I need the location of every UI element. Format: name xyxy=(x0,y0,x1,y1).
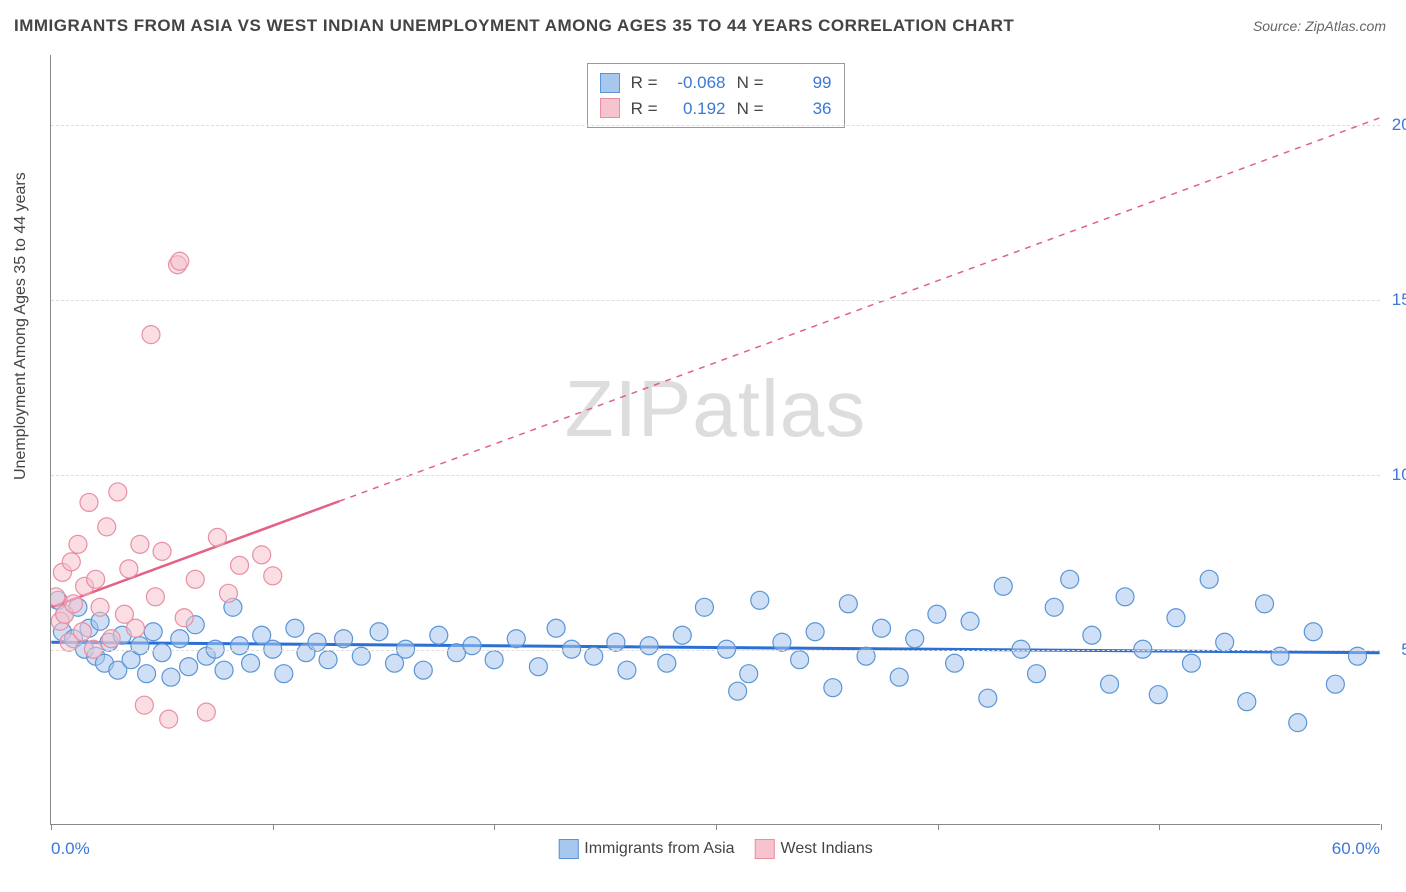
stat-n-value-a: 99 xyxy=(772,70,832,96)
watermark: ZIPatlas xyxy=(565,363,866,455)
gridline xyxy=(51,125,1380,126)
gridline xyxy=(51,475,1380,476)
x-axis-max-label: 60.0% xyxy=(1332,839,1380,859)
x-tick xyxy=(273,824,274,830)
watermark-thin: atlas xyxy=(692,364,866,453)
x-tick xyxy=(938,824,939,830)
legend-swatch-b xyxy=(755,839,775,859)
y-tick-label: 15.0% xyxy=(1392,290,1406,310)
x-tick xyxy=(1381,824,1382,830)
legend-item-b: West Indians xyxy=(755,839,873,859)
swatch-series-a xyxy=(600,73,620,93)
stats-row-series-a: R = -0.068 N = 99 xyxy=(600,70,832,96)
x-tick xyxy=(494,824,495,830)
y-axis-label: Unemployment Among Ages 35 to 44 years xyxy=(12,172,30,480)
gridline xyxy=(51,650,1380,651)
swatch-series-b xyxy=(600,98,620,118)
stat-n-label: N = xyxy=(734,70,764,96)
source-attribution: Source: ZipAtlas.com xyxy=(1253,18,1386,34)
stats-row-series-b: R = 0.192 N = 36 xyxy=(600,96,832,122)
legend-item-a: Immigrants from Asia xyxy=(558,839,734,859)
x-tick xyxy=(716,824,717,830)
legend: Immigrants from Asia West Indians xyxy=(558,839,872,859)
stat-n-label: N = xyxy=(734,96,764,122)
x-axis-min-label: 0.0% xyxy=(51,839,90,859)
gridline xyxy=(51,300,1380,301)
watermark-bold: ZIP xyxy=(565,364,692,453)
plot-area: ZIPatlas R = -0.068 N = 99 R = 0.192 N =… xyxy=(50,55,1380,825)
legend-swatch-a xyxy=(558,839,578,859)
stat-r-value-a: -0.068 xyxy=(666,70,726,96)
x-tick xyxy=(1159,824,1160,830)
stat-r-value-b: 0.192 xyxy=(666,96,726,122)
stat-n-value-b: 36 xyxy=(772,96,832,122)
legend-label-b: West Indians xyxy=(781,840,873,858)
x-tick xyxy=(51,824,52,830)
legend-label-a: Immigrants from Asia xyxy=(584,840,734,858)
y-tick-label: 20.0% xyxy=(1392,115,1406,135)
y-tick-label: 10.0% xyxy=(1392,465,1406,485)
chart-title: IMMIGRANTS FROM ASIA VS WEST INDIAN UNEM… xyxy=(14,16,1014,36)
stats-legend-box: R = -0.068 N = 99 R = 0.192 N = 36 xyxy=(587,63,845,128)
stat-r-label: R = xyxy=(628,96,658,122)
stat-r-label: R = xyxy=(628,70,658,96)
y-tick-label: 5.0% xyxy=(1401,640,1406,660)
svg-layer xyxy=(51,55,1380,824)
